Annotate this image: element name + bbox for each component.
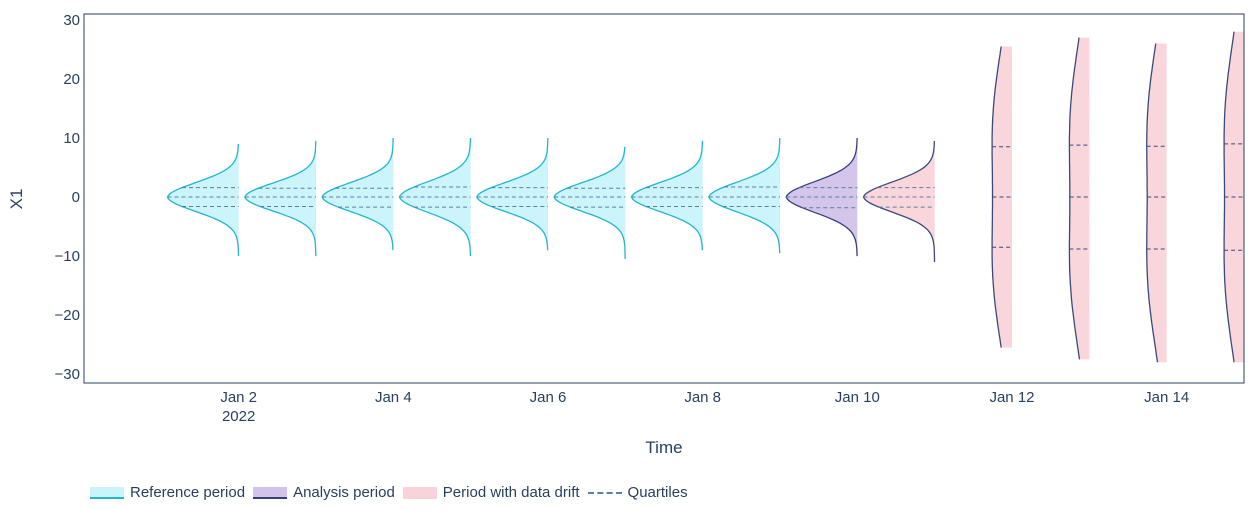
quartiles-swatch-icon xyxy=(587,491,622,494)
y-tick-label: −30 xyxy=(55,366,80,383)
violin-body xyxy=(1146,43,1167,363)
y-tick-label: 30 xyxy=(63,12,80,29)
violin-outline xyxy=(630,140,704,251)
violin-outline xyxy=(1146,43,1159,363)
violin-body xyxy=(708,137,780,254)
violin-outline xyxy=(166,143,240,257)
x-tick-label: Jan 12 xyxy=(989,389,1034,406)
violin-outline xyxy=(1068,37,1081,360)
y-tick-label: 10 xyxy=(63,130,80,147)
y-axis-title: X1 xyxy=(7,189,26,210)
legend-label-analysis: Analysis period xyxy=(293,484,395,501)
reference-swatch-icon xyxy=(90,486,124,499)
legend: Reference period Analysis period Period … xyxy=(90,484,696,501)
violin-body xyxy=(322,137,394,251)
violin-body xyxy=(554,146,626,260)
x-tick-label: Jan 4 xyxy=(375,389,412,406)
violin-outline xyxy=(708,137,781,254)
x-axis-ticks: Jan 2 2022 Jan 4 Jan 6 Jan 8 Jan 10 Jan 12 Jan … xyxy=(220,389,1189,425)
legend-item-reference[interactable]: Reference period xyxy=(90,484,245,501)
y-axis-ticks: 30 20 10 0 −10 −20 −30 xyxy=(55,12,80,383)
legend-label-quartiles: Quartiles xyxy=(627,484,688,501)
violin-body xyxy=(167,143,239,257)
x-axis-title: Time xyxy=(645,438,682,457)
y-tick-label: 20 xyxy=(63,71,80,88)
y-tick-label: 0 xyxy=(72,189,80,206)
violin-outline xyxy=(244,140,317,257)
violin-body xyxy=(631,140,703,251)
y-tick-label: −20 xyxy=(55,307,80,324)
analysis-swatch-icon xyxy=(253,486,288,499)
violin-series xyxy=(166,31,1244,363)
drift-swatch-icon xyxy=(402,486,437,499)
x-tick-label: Jan 2 xyxy=(220,389,257,406)
legend-item-analysis[interactable]: Analysis period xyxy=(253,484,395,501)
legend-label-drift: Period with data drift xyxy=(442,484,580,501)
plot-frame xyxy=(83,13,1245,384)
violin-body xyxy=(1069,37,1090,360)
violin-outline xyxy=(553,146,626,260)
x-tick-label: Jan 8 xyxy=(684,389,721,406)
legend-item-drift[interactable]: Period with data drift xyxy=(402,484,580,501)
violin-outline xyxy=(321,138,394,251)
x-tick-label: Jan 14 xyxy=(1144,389,1189,406)
legend-item-quartiles[interactable]: Quartiles xyxy=(587,484,688,501)
y-tick-label: −10 xyxy=(55,248,80,265)
violin-outline xyxy=(862,140,936,262)
x-tick-label: Jan 10 xyxy=(835,389,880,406)
x-tick-label: Jan 6 xyxy=(530,389,567,406)
violin-body xyxy=(863,140,935,262)
violin-body xyxy=(476,137,548,251)
violin-outline xyxy=(476,138,549,251)
violin-body xyxy=(244,140,316,257)
legend-label-reference: Reference period xyxy=(130,484,246,501)
x-tick-sublabel: 2022 xyxy=(222,408,255,425)
